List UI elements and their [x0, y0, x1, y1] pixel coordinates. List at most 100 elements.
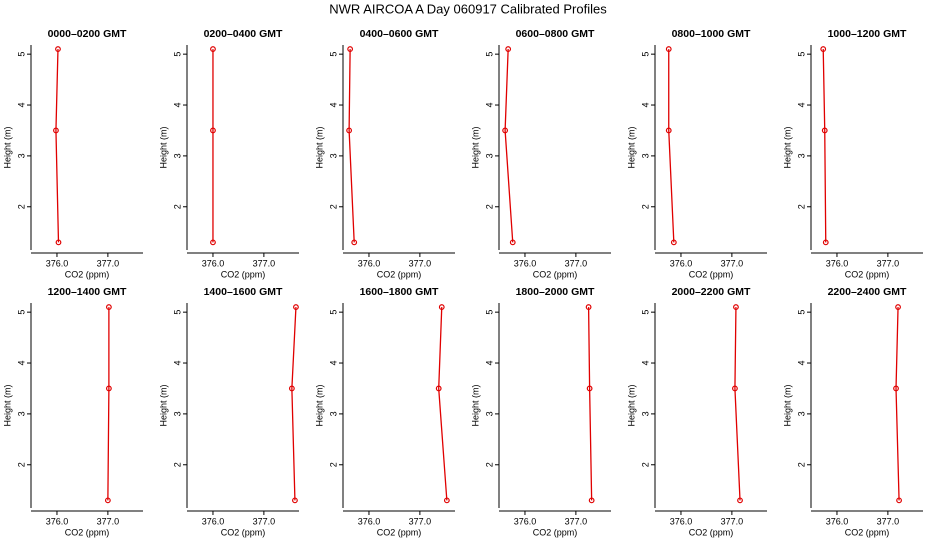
data-point [293, 304, 299, 310]
panel-title: 1800–2000 GMT [516, 286, 595, 298]
x-tick-label: 377.0 [877, 258, 900, 268]
x-tick-label: 377.0 [565, 258, 588, 268]
x-tick-label: 377.0 [877, 516, 900, 526]
x-tick-label: 376.0 [46, 516, 69, 526]
y-tick-label: 3 [484, 411, 494, 416]
y-tick-label: 4 [328, 361, 338, 366]
y-tick-label: 2 [796, 204, 806, 209]
data-point [210, 46, 216, 52]
y-tick-label: 3 [16, 411, 26, 416]
data-point [288, 385, 295, 392]
data-point [105, 385, 112, 392]
y-axis-label: Height (m) [470, 126, 480, 168]
x-tick-label: 377.0 [97, 516, 120, 526]
x-tick-label: 377.0 [721, 516, 744, 526]
panel-title: 1200–1400 GMT [48, 286, 127, 298]
y-tick-label: 4 [640, 103, 650, 108]
x-tick-label: 376.0 [670, 516, 693, 526]
y-tick-label: 5 [640, 52, 650, 57]
y-tick-label: 5 [796, 52, 806, 57]
y-axis-label: Height (m) [782, 126, 792, 168]
profile-line [895, 307, 900, 501]
profile-line [291, 307, 297, 501]
y-tick-label: 3 [796, 153, 806, 158]
y-tick-label: 5 [172, 310, 182, 315]
y-tick-label: 5 [328, 310, 338, 315]
y-tick-label: 2 [484, 462, 494, 467]
profile-line [348, 49, 355, 243]
y-tick-label: 3 [172, 153, 182, 158]
data-point [55, 239, 62, 246]
y-axis-label: Height (m) [2, 126, 12, 168]
y-tick-label: 3 [328, 153, 338, 158]
data-point [585, 304, 592, 310]
y-tick-label: 3 [484, 153, 494, 158]
y-tick-label: 4 [16, 103, 26, 108]
y-tick-label: 4 [172, 103, 182, 108]
x-tick-label: 377.0 [97, 258, 120, 268]
x-tick-label: 376.0 [358, 516, 381, 526]
x-tick-label: 376.0 [826, 516, 849, 526]
y-tick-label: 3 [328, 411, 338, 416]
x-axis-label: CO2 (ppm) [65, 527, 110, 537]
y-tick-label: 4 [328, 103, 338, 108]
panel-title: 0800–1000 GMT [672, 28, 751, 40]
x-tick-label: 376.0 [358, 258, 381, 268]
panel-title: 2000–2200 GMT [672, 286, 751, 298]
panel-title: 0000–0200 GMT [48, 28, 127, 40]
data-point [732, 385, 738, 392]
panel-title: 0200–0400 GMT [204, 28, 283, 40]
x-axis-label: CO2 (ppm) [221, 527, 266, 537]
data-point [733, 304, 739, 310]
x-tick-label: 376.0 [202, 516, 225, 526]
y-tick-label: 3 [172, 411, 182, 416]
x-axis-label: CO2 (ppm) [377, 527, 422, 537]
y-tick-label: 3 [796, 411, 806, 416]
y-tick-label: 2 [484, 204, 494, 209]
y-tick-label: 4 [640, 361, 650, 366]
y-axis-label: Height (m) [626, 384, 636, 426]
x-tick-label: 376.0 [514, 516, 537, 526]
y-tick-label: 5 [328, 52, 338, 57]
data-point [210, 127, 216, 134]
y-tick-label: 5 [484, 310, 494, 315]
profile-line [822, 49, 827, 243]
y-tick-label: 3 [640, 153, 650, 158]
data-point [53, 127, 59, 134]
y-axis-label: Height (m) [158, 126, 168, 168]
y-axis-label: Height (m) [314, 126, 324, 168]
y-tick-label: 3 [640, 411, 650, 416]
x-tick-label: 376.0 [826, 258, 849, 268]
x-tick-label: 377.0 [409, 516, 432, 526]
data-point [105, 304, 112, 310]
x-tick-label: 376.0 [46, 258, 69, 268]
data-point [670, 239, 677, 246]
y-axis-label: Height (m) [626, 126, 636, 168]
data-point [588, 497, 595, 504]
y-tick-label: 2 [328, 204, 338, 209]
data-point [347, 46, 354, 52]
x-tick-label: 377.0 [565, 516, 588, 526]
y-tick-label: 5 [172, 52, 182, 57]
y-tick-label: 2 [640, 204, 650, 209]
data-point [896, 497, 902, 504]
panel-title: 0400–0600 GMT [360, 28, 439, 40]
y-tick-label: 3 [16, 153, 26, 158]
panel-title: 1000–1200 GMT [828, 28, 907, 40]
y-axis-label: Height (m) [314, 384, 324, 426]
y-tick-label: 2 [16, 204, 26, 209]
panel-title: 0600–0800 GMT [516, 28, 595, 40]
x-tick-label: 377.0 [253, 516, 276, 526]
panel-title: 1400–1600 GMT [204, 286, 283, 298]
data-point [502, 127, 509, 134]
x-axis-label: CO2 (ppm) [845, 527, 890, 537]
data-point [737, 497, 743, 504]
y-axis-label: Height (m) [470, 384, 480, 426]
data-point [438, 304, 445, 310]
data-point [104, 497, 111, 504]
x-axis-label: CO2 (ppm) [689, 527, 734, 537]
data-point [210, 239, 216, 246]
data-point [665, 46, 672, 52]
x-tick-label: 376.0 [202, 258, 225, 268]
y-tick-label: 2 [172, 462, 182, 467]
